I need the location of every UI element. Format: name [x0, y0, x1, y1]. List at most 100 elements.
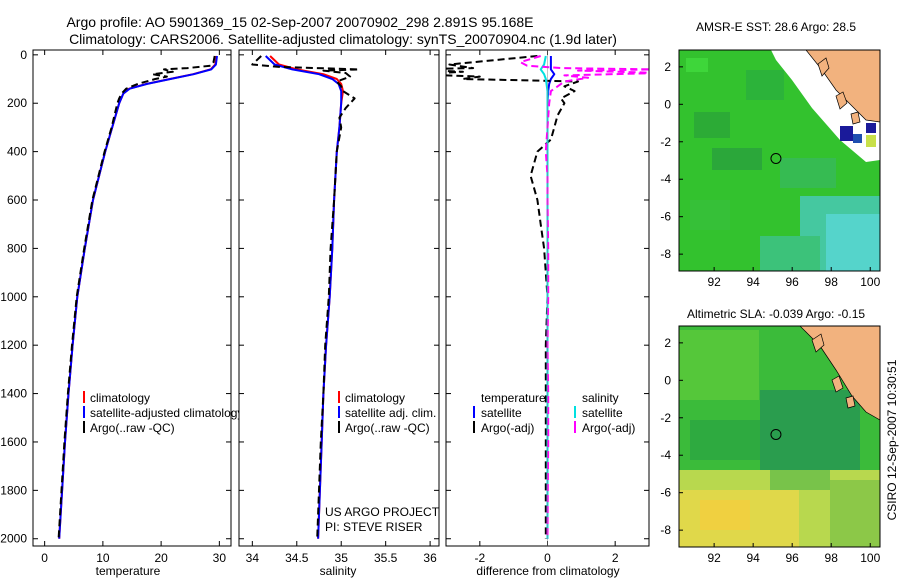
salinity-panel: 34 34.5 35 35.5 36 salinity climatology sate… — [238, 49, 440, 578]
project-annotation: US ARGO PROJECT — [325, 505, 440, 519]
depth-tick-label: 800 — [7, 241, 27, 255]
sla-sumatra-land — [799, 326, 880, 421]
diff-legend-temp-argo: Argo(-adj) — [481, 421, 534, 435]
sst-lat-tick-label: 2 — [664, 60, 671, 74]
sla-map-field — [679, 326, 880, 547]
sst-lat-tick-label: -2 — [660, 135, 671, 149]
temp-legend-argo: Argo(..raw -QC) — [90, 421, 175, 435]
sst-island — [850, 111, 861, 125]
sst-map-panel: AMSR-E SST: 28.6 Argo: 28.5 92 94 96 98 100 2… — [660, 20, 880, 289]
sst-patch — [746, 70, 784, 100]
temperature-xlabel: temperature — [96, 564, 161, 578]
sal-legend-satellite: satellite adj. clim. — [345, 406, 436, 420]
sla-lon-tick-label: 98 — [825, 551, 839, 565]
sst-island — [817, 57, 830, 77]
sla-patch — [679, 330, 759, 400]
sst-cold-cell — [866, 123, 876, 133]
sst-patch — [780, 158, 836, 188]
diff-xtick-label: -2 — [474, 551, 485, 565]
header-line-1: Argo profile: AO 5901369_15 02-Sep-2007 … — [66, 14, 533, 30]
sla-argo-location-marker — [770, 428, 782, 440]
sst-cold-cell — [853, 134, 862, 143]
sst-lon-tick-label: 98 — [825, 275, 839, 289]
depth-tick-label: 1000 — [0, 290, 27, 304]
sla-patch — [770, 470, 830, 490]
sst-map-frame — [678, 49, 881, 272]
sst-argo-location-marker — [770, 152, 782, 164]
depth-tick-label: 600 — [7, 193, 27, 207]
sla-lat-tick-label: 0 — [664, 373, 671, 387]
depth-tick-label: 1200 — [0, 338, 27, 352]
sla-lat-tick-label: 2 — [664, 336, 671, 350]
temperature-axes-box — [32, 49, 232, 547]
sla-patch — [700, 500, 750, 530]
temp-legend-satellite: satellite-adjusted climatology — [90, 406, 243, 420]
sal-xtick-label: 36 — [423, 551, 437, 565]
sla-lat-tick-label: -8 — [660, 523, 671, 537]
sst-map-title: AMSR-E SST: 28.6 Argo: 28.5 — [696, 20, 856, 34]
depth-tick-label: 1400 — [0, 387, 27, 401]
sst-lon-tick-label: 100 — [860, 275, 880, 289]
sal-xtick-label: 35.5 — [374, 551, 398, 565]
sst-map-field — [679, 50, 880, 271]
sst-warm-cell — [866, 135, 876, 147]
sla-lat-tick-label: -4 — [660, 448, 671, 462]
temperature-panel: 0 10 20 30 0 200 400 600 800 1000 1200 1400 1600 1800… — [0, 48, 243, 578]
sla-map-panel: Altimetric SLA: -0.039 Argo: -0.15 92 94 9… — [660, 307, 880, 565]
depth-tick-label: 1800 — [0, 483, 27, 497]
sla-lon-tick-label: 100 — [860, 551, 880, 565]
temp-xtick-label: 20 — [154, 551, 168, 565]
diff-series-temperature-argo-adj- — [446, 55, 579, 539]
sal-legend-argo: Argo(..raw -QC) — [345, 421, 430, 435]
sla-lon-tick-label: 92 — [707, 551, 721, 565]
diff-xtick-label: 2 — [612, 551, 619, 565]
salinity-xlabel: salinity — [320, 564, 357, 578]
sst-lon-tick-label: 92 — [707, 275, 721, 289]
sla-map-title: Altimetric SLA: -0.039 Argo: -0.15 — [687, 307, 865, 321]
sla-lat-tick-label: -6 — [660, 486, 671, 500]
sst-patch — [686, 58, 708, 72]
sal-series-argo-raw-qc- — [251, 55, 360, 539]
depth-tick-label: 2000 — [0, 532, 27, 546]
temp-xtick-label: 30 — [213, 551, 227, 565]
diff-legend-header-temperature: temperature — [481, 391, 546, 405]
depth-tick-label: 1600 — [0, 435, 27, 449]
depth-tick-label: 0 — [20, 48, 27, 62]
sal-xtick-label: 34.5 — [285, 551, 309, 565]
sst-lat-tick-label: 0 — [664, 97, 671, 111]
sst-patch — [690, 200, 730, 230]
diff-legend-sal-satellite: satellite — [582, 406, 623, 420]
sal-xtick-label: 34 — [246, 551, 260, 565]
sst-lat-tick-label: -8 — [660, 247, 671, 261]
sst-lat-tick-label: -6 — [660, 210, 671, 224]
sst-lon-tick-label: 96 — [786, 275, 800, 289]
salinity-legend: climatology satellite adj. clim. Argo(..… — [338, 391, 436, 435]
sla-patch — [830, 480, 880, 547]
sla-island — [831, 375, 844, 393]
sst-cold-cell — [840, 126, 853, 141]
temp-xtick-label: 0 — [41, 551, 48, 565]
diff-legend-header-salinity: salinity — [582, 391, 619, 405]
sst-lat-tick-label: -4 — [660, 172, 671, 186]
csiro-timestamp: CSIRO 12-Sep-2007 10:30:51 — [885, 359, 899, 520]
temperature-legend: climatology satellite-adjusted climatolo… — [83, 391, 243, 435]
sst-patch — [712, 148, 762, 170]
pi-annotation: PI: STEVE RISER — [325, 520, 423, 534]
difference-xlabel: difference from climatology — [476, 564, 619, 578]
sst-lon-tick-label: 94 — [746, 275, 760, 289]
sla-island — [811, 333, 825, 353]
diff-series-salinity-argo-adj- — [519, 55, 649, 539]
diff-legend-temp-satellite: satellite — [481, 406, 522, 420]
diff-legend-sal-argo: Argo(-adj) — [582, 421, 635, 435]
sst-patch — [760, 236, 820, 271]
temp-xtick-label: 10 — [96, 551, 110, 565]
sla-island — [845, 395, 856, 409]
sal-xtick-label: 35 — [335, 551, 349, 565]
sla-map-frame — [678, 325, 881, 548]
sla-lat-tick-label: -2 — [660, 411, 671, 425]
sst-patch — [826, 214, 880, 271]
depth-tick-label: 200 — [7, 96, 27, 110]
sst-island — [835, 91, 848, 110]
difference-panel: -2 0 2 difference from climatology tempera… — [445, 49, 650, 578]
